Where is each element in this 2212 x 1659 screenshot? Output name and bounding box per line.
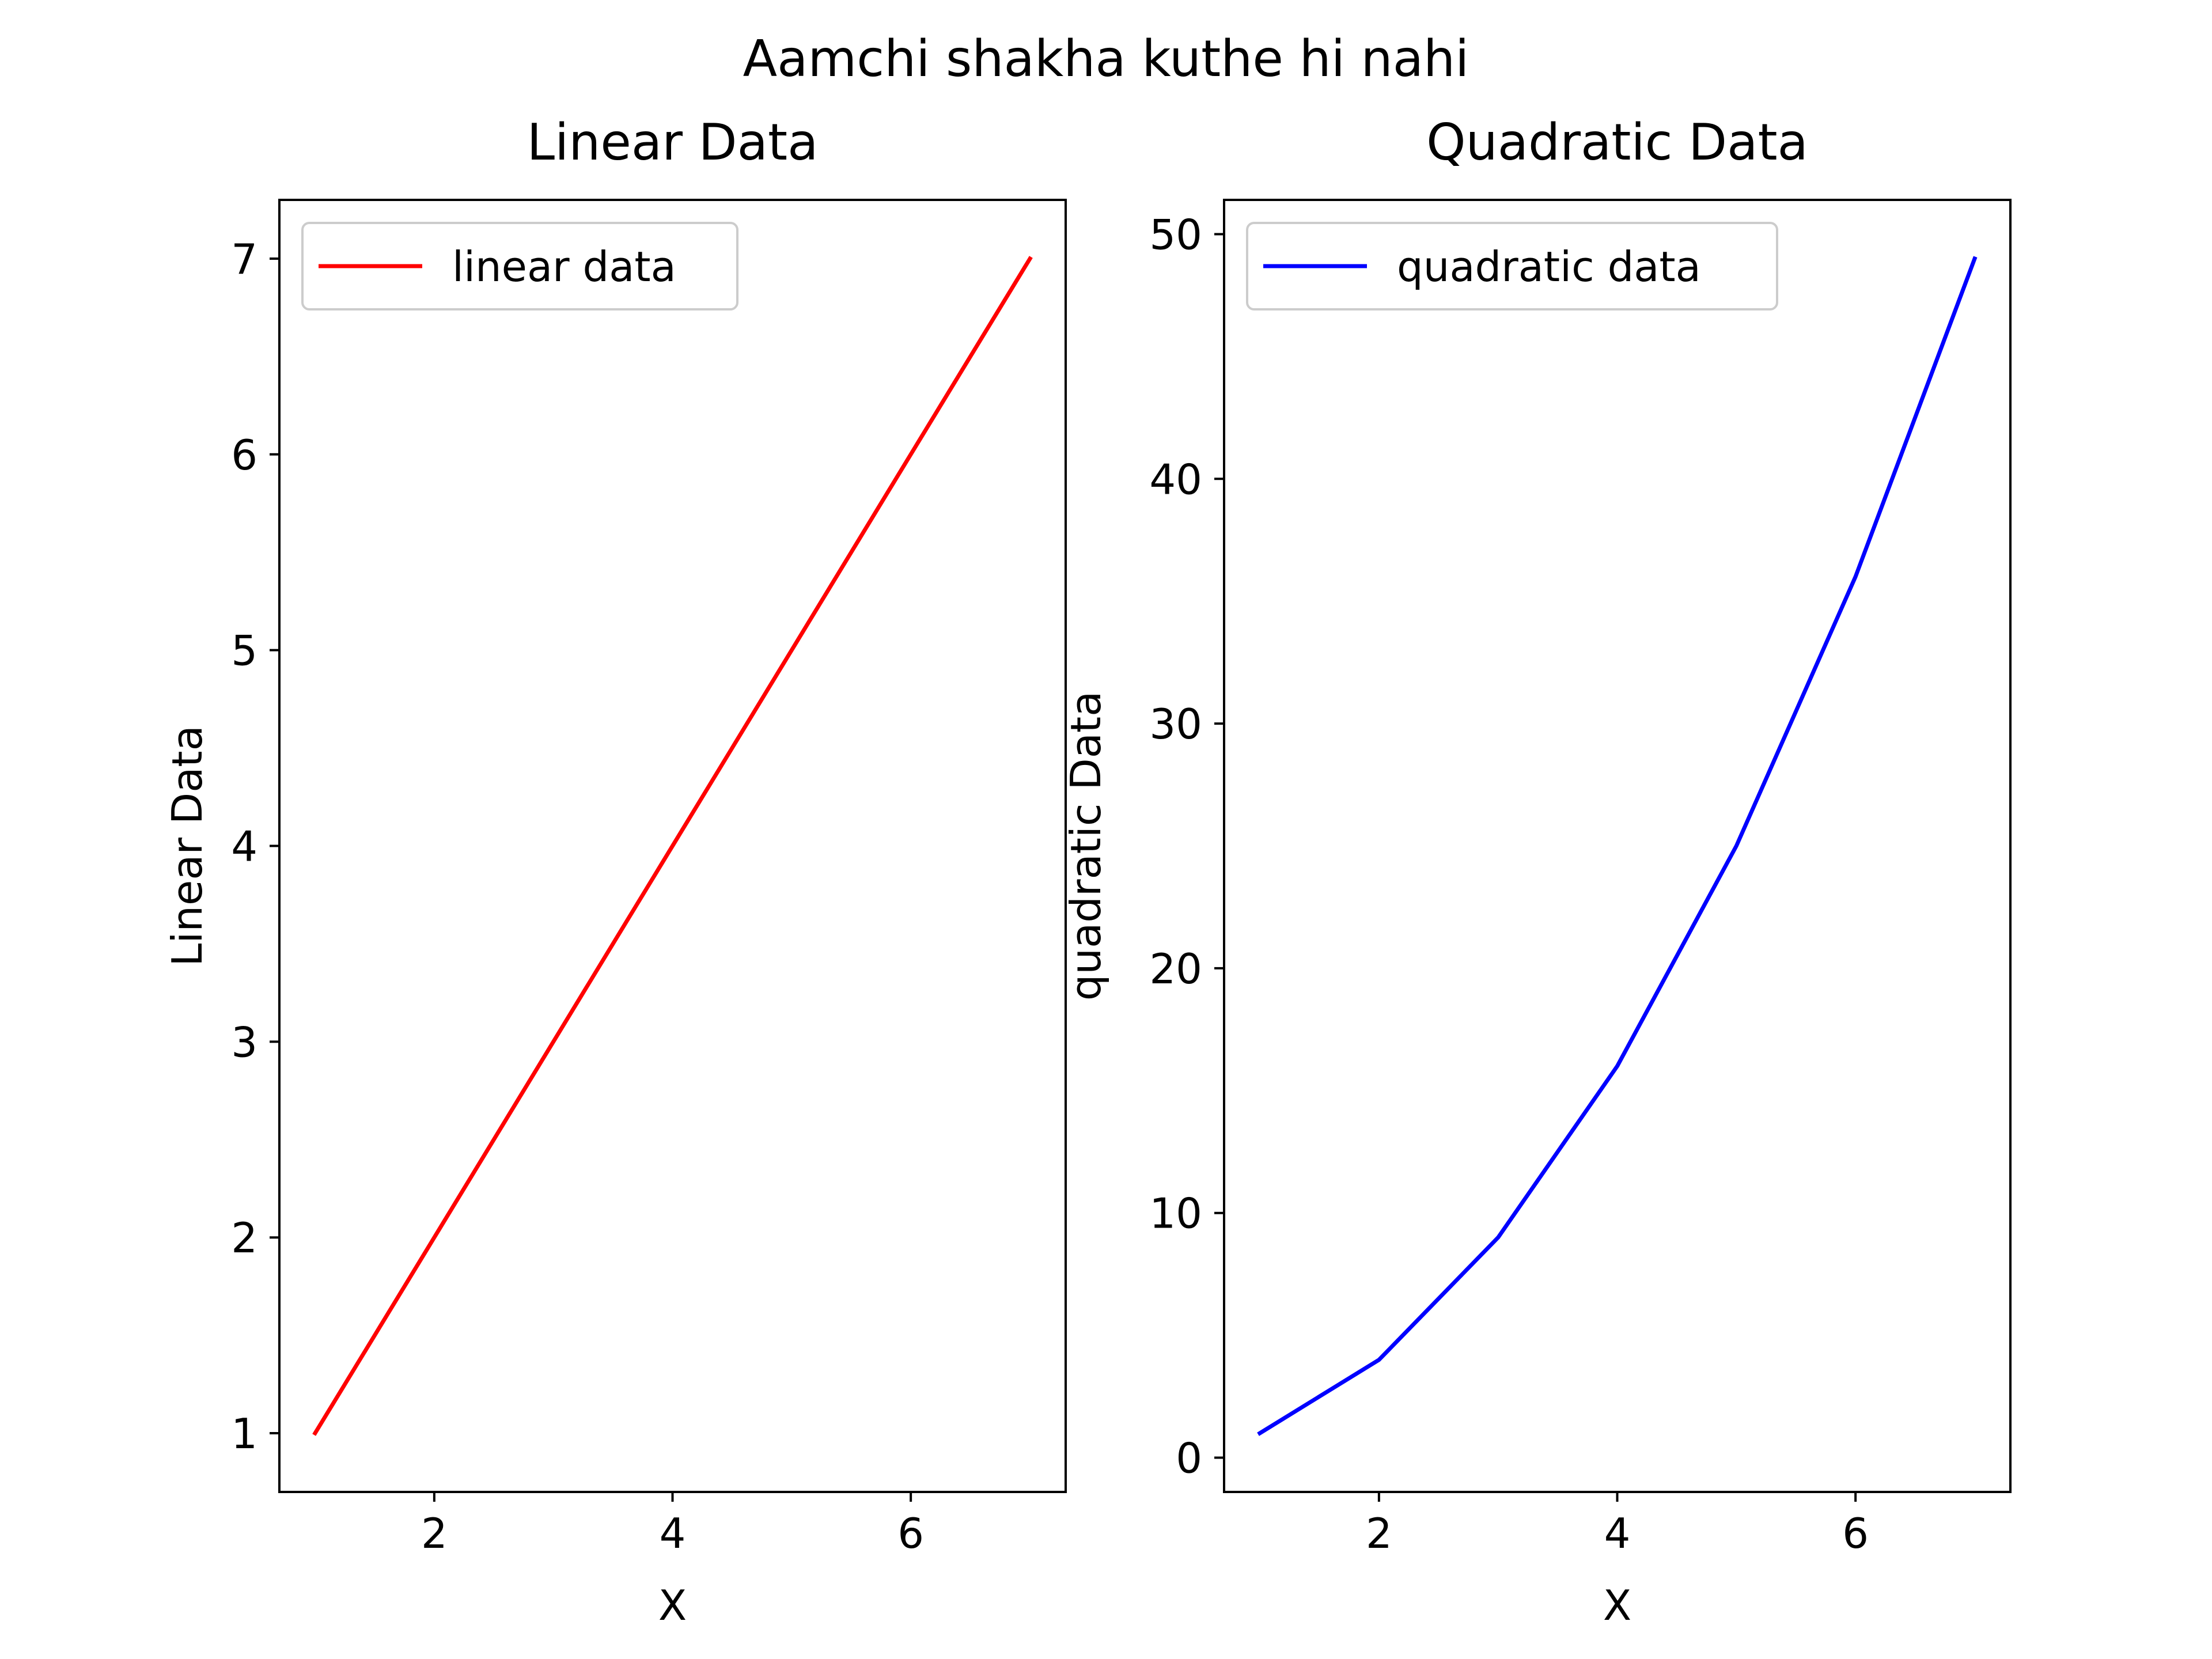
linear-ytick-label: 5: [231, 627, 257, 675]
linear-ytick-label: 2: [231, 1214, 257, 1262]
quadratic-xtick-label: 4: [1604, 1509, 1631, 1558]
quadratic-ytick-label: 40: [1149, 455, 1202, 503]
quadratic-yaxis-label: quadratic Data: [1062, 691, 1110, 1001]
quadratic-xtick-label: 2: [1366, 1509, 1392, 1558]
linear-ytick-label: 3: [231, 1018, 257, 1066]
linear-xaxis-label: X: [658, 1581, 687, 1630]
linear-legend-label: linear data: [452, 243, 676, 291]
linear-xtick-label: 2: [421, 1509, 448, 1558]
quadratic-ytick-label: 0: [1176, 1434, 1202, 1483]
linear-ytick-label: 4: [231, 823, 257, 871]
linear-ytick-label: 6: [231, 431, 257, 479]
linear-legend-box: [301, 222, 738, 310]
quadratic-xaxis-label: X: [1603, 1581, 1631, 1630]
quadratic-ytick-label: 20: [1149, 945, 1202, 993]
quadratic-ytick-label: 10: [1149, 1190, 1202, 1238]
linear-ytick-label: 7: [231, 235, 257, 283]
quadratic-legend-box: [1246, 222, 1778, 310]
quadratic-legend-label: quadratic data: [1397, 243, 1701, 291]
quadratic-xtick-label: 6: [1842, 1509, 1869, 1558]
linear-series-line: [312, 256, 1033, 1436]
linear-yaxis-label: Linear Data: [163, 725, 211, 967]
linear-xtick-label: 6: [897, 1509, 924, 1558]
linear-ytick-label: 1: [231, 1410, 257, 1458]
quadratic-axes-title: Quadratic Data: [1426, 113, 1808, 172]
figure-suptitle: Aamchi shakha kuthe hi nahi: [743, 29, 1469, 88]
linear-axes-title: Linear Data: [527, 113, 819, 172]
quadratic-series-line: [1257, 256, 1978, 1436]
quadratic-ytick-label: 50: [1149, 210, 1202, 259]
quadratic-ytick-label: 30: [1149, 700, 1202, 748]
linear-axes: 2 4 6 1 2 3 4 5 6 7 Linear Data X Linear Data linear …: [163, 113, 1067, 1630]
linear-xtick-label: 4: [660, 1509, 686, 1558]
